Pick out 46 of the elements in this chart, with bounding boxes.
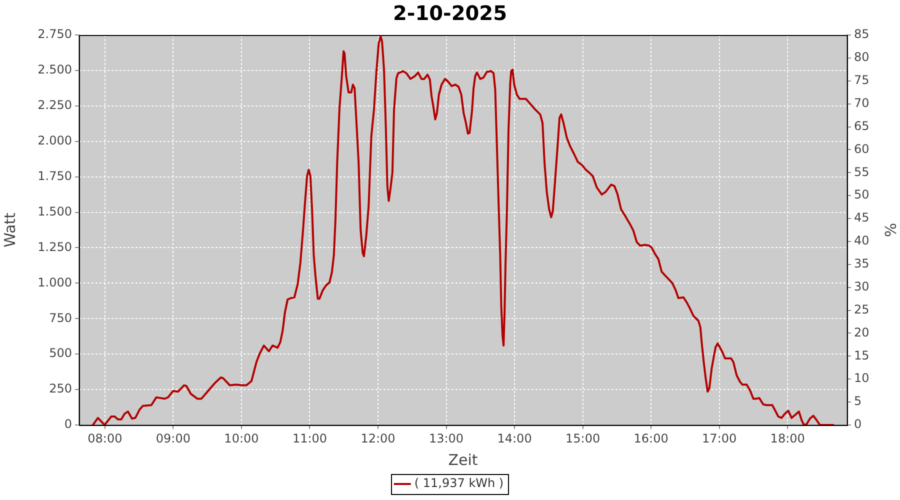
x-tick-label: 13:00 — [428, 431, 464, 446]
y-tick-label: 0 — [64, 417, 72, 432]
y2-axis-title: % — [881, 222, 900, 238]
y2-tick-label: 85 — [854, 27, 870, 42]
y2-tick-label: 35 — [854, 256, 870, 271]
y2-tick-label: 70 — [854, 96, 870, 110]
y2-tick-label: 75 — [854, 73, 870, 88]
y2-tick-label: 25 — [854, 302, 870, 316]
y-tick-label: 2.500 — [38, 62, 72, 77]
y-tick-label: 2.000 — [38, 133, 72, 148]
x-tick-label: 12:00 — [360, 431, 396, 446]
y2-tick-label: 50 — [854, 188, 870, 202]
y2-tick-label: 0 — [854, 417, 862, 432]
y2-tick-label: 60 — [854, 142, 870, 156]
y-tick-label: 2.250 — [38, 98, 72, 112]
y-tick-label: 750 — [49, 310, 72, 325]
x-tick-label: 08:00 — [88, 431, 122, 446]
y-tick-label: 1.750 — [38, 168, 72, 183]
x-tick-label: 10:00 — [224, 431, 259, 446]
chart-title: 2-10-2025 — [392, 1, 508, 26]
x-axis-title: Zeit — [448, 450, 478, 469]
x-tick-label: 17:00 — [702, 431, 737, 446]
y-tick-label: 2.750 — [38, 27, 72, 42]
y2-tick-label: 45 — [854, 210, 870, 225]
y-tick-label: 500 — [49, 346, 72, 360]
y2-tick-label: 55 — [854, 164, 870, 179]
y-axis-title: Watt — [0, 212, 19, 248]
x-tick-label: 09:00 — [156, 431, 191, 446]
y-tick-label: 250 — [49, 382, 72, 396]
y2-tick-label: 65 — [854, 118, 870, 133]
y2-tick-label: 80 — [854, 50, 870, 64]
x-tick-label: 14:00 — [497, 431, 532, 446]
y2-tick-label: 40 — [854, 234, 870, 248]
x-tick-label: 15:00 — [566, 431, 600, 446]
y2-tick-label: 5 — [854, 394, 862, 408]
y-tick-label: 1.250 — [38, 240, 72, 254]
y-tick-label: 1.000 — [38, 275, 72, 290]
y2-tick-label: 15 — [854, 348, 870, 362]
y2-tick-label: 30 — [854, 279, 870, 294]
x-tick-label: 11:00 — [292, 431, 328, 446]
y-tick-label: 1.500 — [38, 204, 72, 218]
y2-tick-label: 10 — [854, 371, 870, 386]
x-tick-label: 18:00 — [770, 431, 805, 446]
x-tick-label: 16:00 — [634, 431, 668, 446]
y2-tick-label: 20 — [854, 325, 870, 340]
legend-label: ( 11,937 kWh ) — [414, 476, 504, 490]
